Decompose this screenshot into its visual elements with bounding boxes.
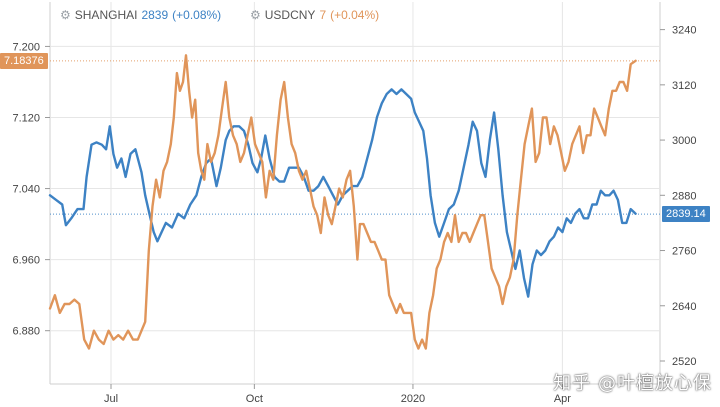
x-tick-label: 2020 — [401, 393, 425, 405]
x-tick-label: Oct — [246, 393, 263, 405]
y-left-tick-label: 7.040 — [12, 184, 40, 196]
y-right-tick-label: 2880 — [672, 190, 696, 202]
current-value-badge-usdcny: 7.18376 — [0, 52, 48, 69]
legend-item-usdcny[interactable]: ⚙ USDCNY 7 (+0.04%) — [250, 8, 379, 22]
y-right-tick-label: 2640 — [672, 301, 696, 313]
legend-value: 2839 — [141, 8, 169, 22]
y-left-tick-label: 7.120 — [12, 112, 40, 124]
legend-change: (+0.08%) — [172, 8, 222, 22]
gear-icon[interactable]: ⚙ — [250, 8, 261, 22]
y-right-tick-label: 3120 — [672, 80, 696, 92]
y-left-tick-label: 7.200 — [12, 41, 40, 53]
legend-symbol: USDCNY — [264, 8, 316, 22]
legend-change: (+0.04%) — [330, 8, 380, 22]
series-line-shanghai — [48, 88, 637, 298]
current-value-badge-shanghai: 2839.14 — [662, 206, 710, 223]
y-right-tick-label: 3000 — [672, 135, 696, 147]
gear-icon[interactable]: ⚙ — [60, 8, 71, 22]
legend-value: 7 — [319, 8, 327, 22]
legend-symbol: SHANGHAI — [74, 8, 138, 22]
y-right-tick-label: 2520 — [672, 356, 696, 368]
legend-item-shanghai[interactable]: ⚙ SHANGHAI 2839 (+0.08%) — [60, 8, 221, 22]
series-line-usdcny — [48, 54, 637, 350]
y-right-tick-label: 2760 — [672, 246, 696, 258]
y-right-tick-label: 3240 — [672, 25, 696, 37]
x-tick-label: Apr — [554, 393, 571, 405]
x-tick-label: Jul — [104, 393, 118, 405]
watermark: 知乎 @叶檀放心保 — [553, 373, 712, 394]
y-left-tick-label: 6.880 — [12, 326, 40, 338]
y-left-tick-label: 6.960 — [12, 255, 40, 267]
